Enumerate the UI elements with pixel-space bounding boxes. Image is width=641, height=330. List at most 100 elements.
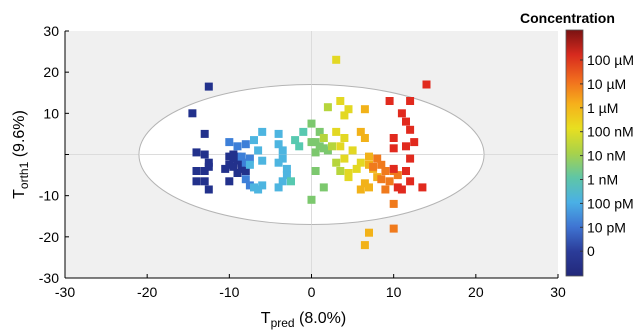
data-point	[311, 148, 320, 157]
data-point	[397, 109, 406, 118]
data-point	[229, 162, 238, 171]
data-point	[389, 199, 398, 208]
x-tick-label: -30	[55, 284, 75, 300]
data-point	[282, 164, 291, 173]
data-point	[278, 177, 287, 186]
data-point	[418, 183, 427, 192]
colorbar-label: 100 µM	[587, 52, 634, 68]
colorbar-label: 10 pM	[587, 219, 626, 235]
data-point	[360, 105, 369, 114]
y-tick-label: 20	[43, 64, 59, 80]
data-point	[241, 158, 250, 167]
x-tick-label: 20	[468, 284, 484, 300]
data-point	[204, 82, 213, 91]
data-point	[204, 185, 213, 194]
data-point	[410, 138, 419, 147]
data-point	[200, 177, 209, 186]
data-point	[365, 152, 373, 161]
data-point	[233, 156, 242, 165]
data-point	[233, 142, 242, 151]
data-point	[323, 103, 332, 112]
data-point	[291, 136, 300, 145]
y-tick-label: -20	[39, 229, 59, 245]
data-point	[336, 167, 345, 175]
data-point	[204, 162, 213, 171]
data-point	[328, 142, 336, 151]
data-point	[254, 185, 263, 194]
data-point	[200, 167, 209, 175]
data-point	[406, 97, 415, 105]
data-point	[278, 146, 287, 155]
data-point	[225, 152, 234, 161]
data-point	[356, 127, 365, 136]
data-point	[274, 140, 283, 149]
data-point	[225, 160, 234, 169]
data-point	[340, 154, 349, 163]
data-point	[225, 138, 234, 147]
colorbar-label: 10 nM	[587, 148, 626, 164]
data-point	[393, 171, 402, 180]
data-point	[393, 183, 402, 192]
data-point	[237, 158, 246, 167]
data-point	[278, 154, 287, 163]
colorbar-label: 10 µM	[587, 76, 626, 92]
data-point	[258, 127, 267, 136]
data-point	[233, 169, 242, 177]
data-point	[385, 97, 394, 105]
data-point	[192, 177, 201, 186]
data-point	[406, 177, 415, 186]
data-point	[369, 162, 378, 171]
data-point	[389, 144, 398, 153]
data-point	[192, 148, 201, 157]
data-point	[258, 181, 267, 190]
data-point	[336, 97, 345, 105]
data-point	[406, 154, 415, 163]
data-point	[340, 111, 349, 120]
data-point	[360, 241, 369, 250]
data-point	[315, 127, 324, 136]
colorbar-label: 0	[587, 243, 595, 259]
data-point	[422, 80, 431, 89]
data-point	[274, 183, 283, 192]
data-point	[381, 167, 390, 175]
data-point	[332, 158, 341, 167]
data-point	[365, 228, 373, 237]
data-point	[323, 146, 332, 155]
data-point	[397, 185, 406, 194]
data-point	[365, 183, 373, 192]
data-point	[241, 175, 250, 184]
colorbar	[565, 29, 584, 277]
colorbar-label: 100 nM	[587, 124, 634, 140]
data-point	[385, 177, 394, 186]
data-point	[254, 146, 263, 155]
data-point	[352, 164, 361, 173]
data-point	[241, 167, 250, 175]
data-point	[381, 185, 390, 194]
data-point	[204, 158, 213, 167]
data-point	[250, 183, 258, 192]
data-point	[332, 127, 341, 136]
y-axis-title: Torth1 (9.6%)	[11, 110, 31, 199]
data-point	[315, 142, 324, 151]
data-point	[344, 105, 353, 114]
data-point	[274, 158, 283, 167]
data-point	[237, 152, 246, 161]
y-tick-label: 10	[43, 105, 59, 121]
data-point	[360, 179, 369, 188]
data-point	[356, 158, 365, 167]
data-point	[319, 183, 328, 192]
data-point	[377, 160, 386, 169]
data-point	[365, 160, 373, 169]
data-point	[319, 144, 328, 153]
data-point	[332, 55, 341, 64]
data-point	[229, 154, 238, 163]
data-point	[377, 175, 386, 184]
data-point	[221, 164, 230, 173]
data-point	[373, 173, 382, 182]
data-point	[225, 177, 234, 186]
colorbar-title: Concentration	[520, 10, 615, 26]
data-point	[406, 125, 415, 134]
x-tick-label: -10	[219, 284, 239, 300]
